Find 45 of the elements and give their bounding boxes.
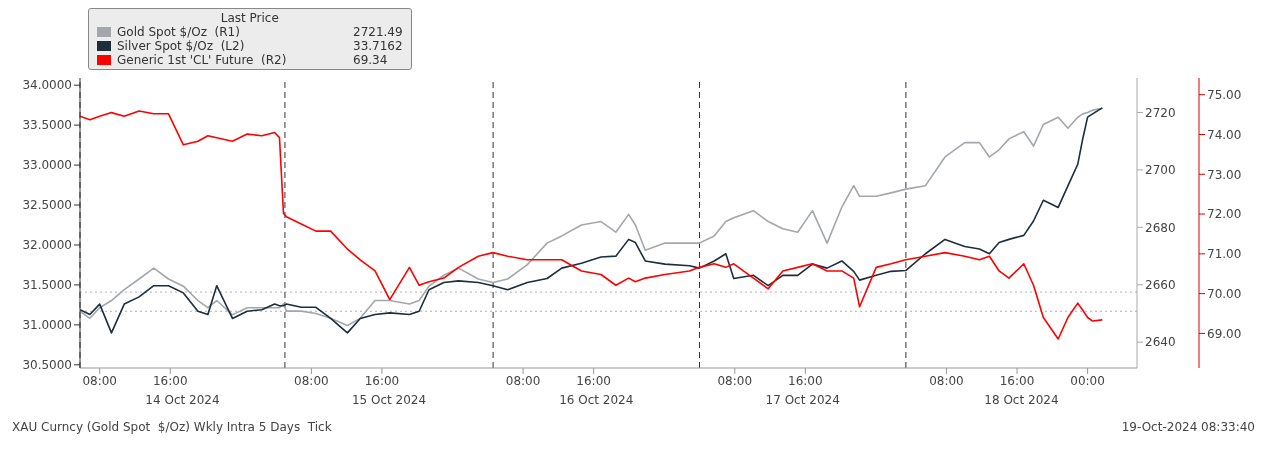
x-tick-label: 16:00 — [576, 373, 611, 388]
y3-tick-label: 71.00 — [1207, 247, 1242, 262]
y3-tick-label: 70.00 — [1207, 286, 1242, 301]
y-tick-label: 31.5000 — [22, 278, 72, 293]
x-tick-label: 16:00 — [999, 373, 1035, 388]
y-tick-label: 31.0000 — [22, 318, 72, 333]
text: 2721.49 — [353, 25, 403, 39]
y-tick-label: 34.0000 — [22, 78, 72, 93]
y3-tick-label: 69.00 — [1207, 326, 1242, 341]
y-tick-label: 33.0000 — [22, 158, 72, 173]
x-tick-label: 16:00 — [788, 373, 823, 388]
y2-tick-label: 2660 — [1145, 277, 1176, 292]
legend-label: Silver Spot $/Oz (L2) — [117, 39, 246, 53]
text: 69.34 — [353, 53, 388, 67]
text: 33.7162 — [353, 39, 403, 53]
y3-tick-label: 74.00 — [1207, 127, 1242, 142]
text: 14 Oct 2024 — [145, 393, 220, 407]
y-tick-label: 33.5000 — [22, 118, 72, 133]
y2-tick-label: 2680 — [1145, 220, 1176, 235]
x-tick-label: 16:00 — [364, 373, 400, 388]
y3-tick-label: 72.00 — [1207, 207, 1242, 222]
y-tick-label: 32.5000 — [22, 198, 72, 213]
y3-tick-label: 73.00 — [1207, 167, 1242, 182]
text: 16 Oct 2024 — [559, 393, 634, 407]
legend-title: Last Price — [219, 11, 280, 25]
text: 17 Oct 2024 — [765, 393, 840, 407]
x-tick-label: 16:00 — [152, 373, 188, 388]
y2-tick-label: 2700 — [1145, 163, 1176, 178]
legend-label: Gold Spot $/Oz (R1) — [117, 25, 241, 39]
text: XAU Curncy (Gold Spot $/Oz) Wkly Intra 5 Days Tick — [12, 420, 332, 434]
x-tick-label: 08:00 — [82, 373, 117, 388]
text: 15 Oct 2024 — [351, 393, 427, 407]
x-tick-label: 08:00 — [294, 373, 329, 388]
text: 19-Oct-2024 08:33:40 — [1121, 420, 1255, 434]
y3-tick-label: 75.00 — [1207, 87, 1242, 102]
legend-label: Generic 1st 'CL' Future (R2) — [117, 53, 288, 67]
x-tick-label: 00:00 — [1070, 373, 1105, 388]
y2-tick-label: 2720 — [1145, 105, 1176, 120]
y-tick-label: 30.5000 — [22, 358, 72, 373]
text: 18 Oct 2024 — [984, 393, 1059, 407]
x-tick-label: 08:00 — [505, 373, 541, 388]
y-tick-label: 32.0000 — [22, 238, 72, 253]
x-tick-label: 08:00 — [929, 373, 964, 388]
y2-tick-label: 2640 — [1145, 335, 1176, 350]
x-tick-label: 08:00 — [717, 373, 753, 388]
